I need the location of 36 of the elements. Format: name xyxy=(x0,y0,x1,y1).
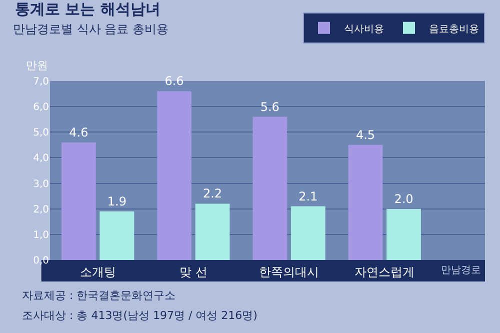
data-label: 6.6 xyxy=(164,74,184,88)
y-tick-label: 0,0 xyxy=(33,256,49,266)
x-tick-label: 소개팅 xyxy=(80,265,116,279)
bar xyxy=(386,208,421,260)
bar xyxy=(100,211,134,260)
y-tick-label: 5,0 xyxy=(33,128,49,139)
x-tick-label: 맞 선 xyxy=(179,265,208,279)
y-tick-label: 2,0 xyxy=(33,204,49,216)
y-tick-label: 4,0 xyxy=(33,153,49,164)
bar xyxy=(195,204,230,260)
y-tick-label: 3,0 xyxy=(33,178,49,190)
bar xyxy=(157,91,192,260)
data-label: 1.9 xyxy=(107,194,126,208)
text: 조사대상 : 총 413명(남성 197명 / 여성 216명) xyxy=(22,309,258,322)
text: 자료제공 : 한국결혼문화연구소 xyxy=(22,289,176,302)
bar xyxy=(61,142,96,260)
x-tick-label: 자연스럽게 xyxy=(354,265,415,279)
x-axis-title: 만남경로 xyxy=(441,265,481,276)
y-tick-label: 1,0 xyxy=(33,230,49,241)
legend-label: 음료총비용 xyxy=(429,24,479,35)
data-label: 2.2 xyxy=(202,186,222,201)
legend-label: 식사비용 xyxy=(344,24,384,35)
data-label: 4.6 xyxy=(69,125,88,140)
chart-subtitle: 만남경로별 식사 음료 총비용 xyxy=(13,22,168,36)
bar xyxy=(290,206,326,260)
y-tick-label: 7,0 xyxy=(33,76,49,88)
data-label: 4.5 xyxy=(356,128,376,142)
chart-title: 통계로 보는 해석남녀 xyxy=(15,0,160,18)
bar xyxy=(348,144,383,260)
y-axis-title: 만원 xyxy=(26,59,48,72)
bar xyxy=(252,116,288,260)
data-label: 2.0 xyxy=(394,192,414,206)
x-tick-label: 한쪽의대시 xyxy=(259,265,320,279)
y-tick-label: 6,0 xyxy=(33,102,49,114)
data-label: 5.6 xyxy=(260,100,280,114)
data-label: 2.1 xyxy=(298,189,318,204)
